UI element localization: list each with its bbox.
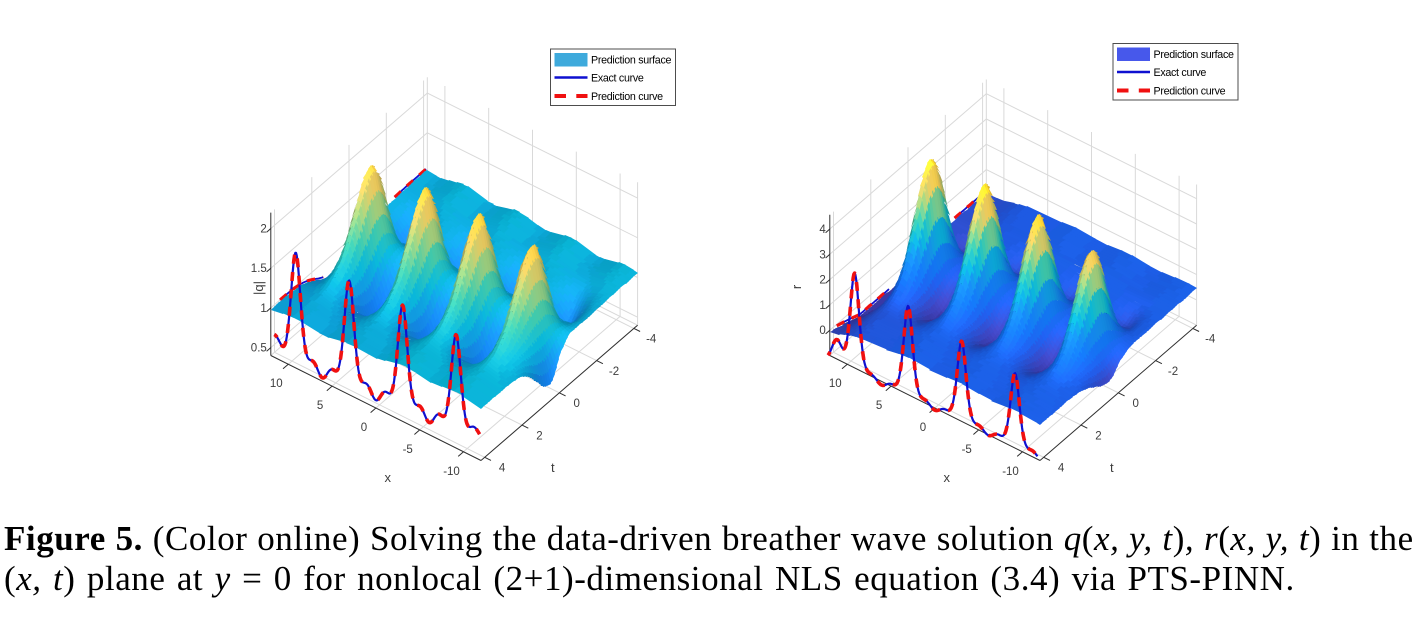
svg-text:-5: -5 [962, 444, 972, 456]
svg-text:2: 2 [819, 275, 825, 287]
svg-text:2: 2 [260, 224, 266, 236]
svg-text:Exact curve: Exact curve [591, 73, 644, 85]
svg-text:1: 1 [260, 303, 266, 315]
svg-text:2: 2 [1095, 430, 1101, 442]
svg-text:-10: -10 [1002, 466, 1019, 478]
svg-text:0: 0 [920, 422, 926, 434]
svg-text:-10: -10 [443, 466, 460, 478]
svg-text:Prediction surface: Prediction surface [591, 55, 671, 67]
svg-text:10: 10 [829, 378, 842, 390]
svg-text:x: x [944, 470, 951, 485]
svg-text:3: 3 [819, 249, 825, 261]
svg-text:t: t [1110, 460, 1114, 475]
svg-text:Prediction surface: Prediction surface [1154, 49, 1234, 61]
svg-text:0: 0 [1132, 398, 1138, 410]
svg-text:0: 0 [573, 398, 579, 410]
svg-text:1: 1 [819, 300, 825, 312]
svg-text:0: 0 [819, 325, 825, 337]
svg-text:4: 4 [1058, 463, 1065, 475]
svg-text:-4: -4 [1205, 334, 1216, 346]
svg-text:5: 5 [876, 400, 882, 412]
svg-text:4: 4 [499, 463, 506, 475]
svg-text:10: 10 [270, 378, 283, 390]
svg-text:4: 4 [819, 224, 826, 236]
svg-text:5: 5 [317, 400, 323, 412]
svg-text:Prediction curve: Prediction curve [591, 91, 663, 103]
svg-text:x: x [385, 470, 392, 485]
svg-text:2: 2 [536, 430, 542, 442]
svg-text:r: r [789, 284, 804, 289]
svg-text:Exact curve: Exact curve [1154, 67, 1207, 79]
svg-text:0.5: 0.5 [251, 343, 267, 355]
svg-text:t: t [551, 460, 555, 475]
svg-text:-4: -4 [646, 334, 657, 346]
svg-text:-2: -2 [609, 366, 619, 378]
svg-text:-5: -5 [403, 444, 413, 456]
svg-text:0: 0 [361, 422, 367, 434]
svg-text:-2: -2 [1168, 366, 1178, 378]
svg-text:Prediction curve: Prediction curve [1154, 86, 1226, 98]
svg-text:|q|: |q| [251, 281, 266, 295]
svg-text:1.5: 1.5 [251, 263, 267, 275]
